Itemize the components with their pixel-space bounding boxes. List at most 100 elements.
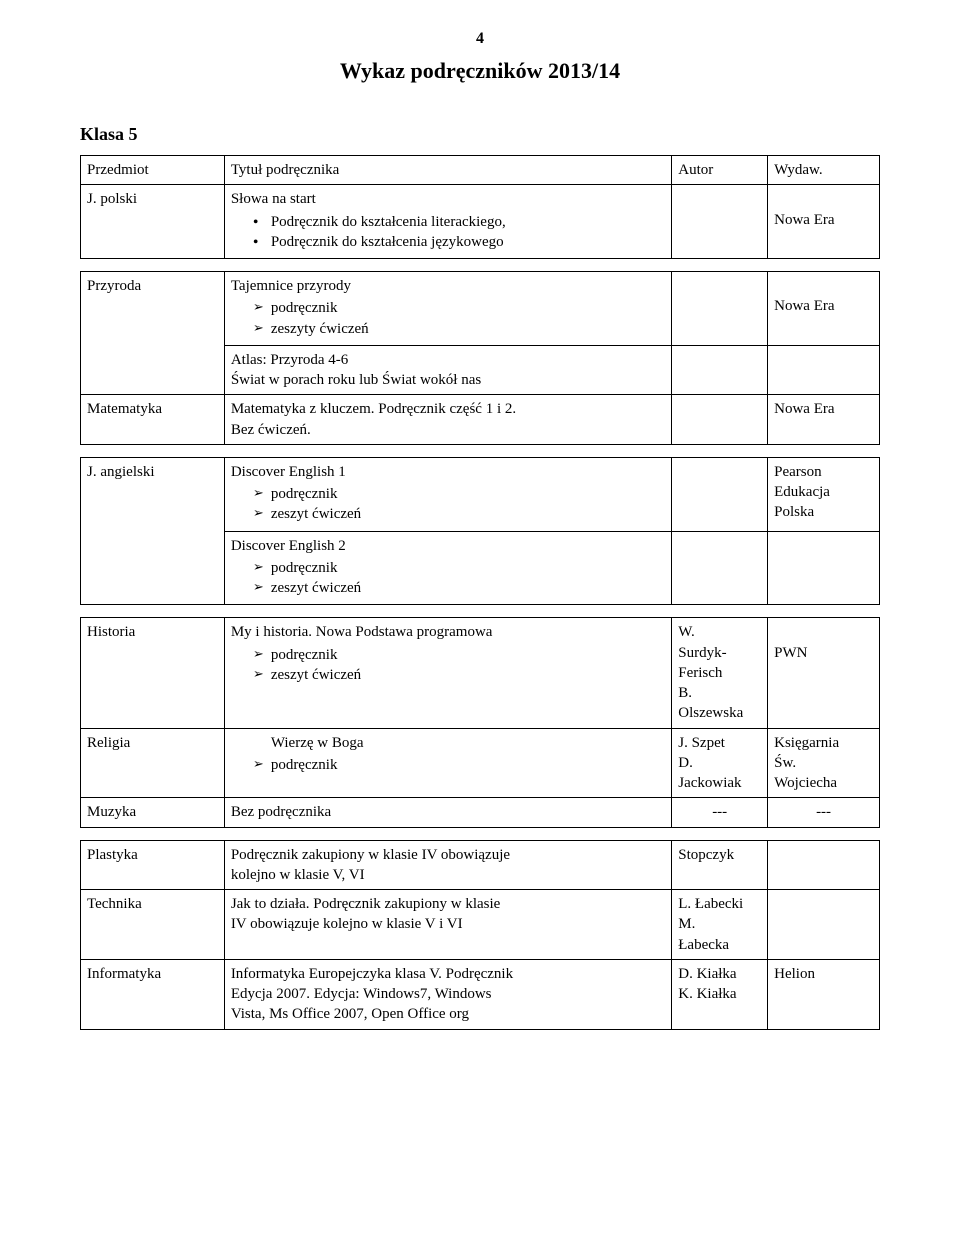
text: W.	[678, 624, 695, 640]
cell-author: D. Kiałka K. Kiałka	[672, 959, 768, 1029]
text: B.	[678, 685, 692, 701]
text: Edycja 2007. Edycja: Windows7, Windows	[231, 986, 492, 1002]
text: Matematyka z kluczem. Podręcznik część 1…	[231, 401, 516, 417]
cell-author: Stopczyk	[672, 840, 768, 890]
list-item: zeszyt ćwiczeń	[253, 504, 665, 524]
text: Edukacja	[774, 484, 830, 500]
text: Surdyk-	[678, 645, 726, 661]
text: D.	[678, 755, 693, 771]
text: Nowa Era	[774, 212, 834, 228]
cell-author	[672, 345, 768, 395]
text: Tajemnice przyrody	[231, 278, 351, 294]
cell-wyd	[768, 531, 880, 605]
row-technika: Technika Jak to działa. Podręcznik zakup…	[81, 890, 880, 960]
text: Księgarnia	[774, 735, 839, 751]
table-block-3: J. angielski Discover English 1 podręczn…	[80, 457, 880, 606]
page: 4 Wykaz podręczników 2013/14 Klasa 5 Prz…	[0, 0, 960, 1252]
text: Discover English 2	[231, 538, 346, 554]
text: Jackowiak	[678, 775, 741, 791]
text: IV obowiązuje kolejno w klasie V i VI	[231, 916, 463, 932]
text: L. Łabecki	[678, 896, 743, 912]
cell-label: Informatyka	[81, 959, 225, 1029]
row-jpolski: J. polski Słowa na start Podręcznik do k…	[81, 185, 880, 259]
cell-label: Plastyka	[81, 840, 225, 890]
cell-wyd: ---	[768, 798, 880, 827]
cell-author	[672, 395, 768, 445]
cell-body: Matematyka z kluczem. Podręcznik część 1…	[224, 395, 671, 445]
cell-label: Matematyka	[81, 395, 225, 445]
cell-wyd: Nowa Era	[768, 395, 880, 445]
cell-body: Wierzę w Boga podręcznik	[224, 728, 671, 798]
text: Informatyka Europejczyka klasa V. Podręc…	[231, 966, 513, 982]
list-item: zeszyty ćwiczeń	[253, 319, 665, 339]
list-item: zeszyt ćwiczeń	[253, 578, 665, 598]
cell-author	[672, 185, 768, 259]
cell-label: Historia	[81, 618, 225, 728]
table-block-1: Przedmiot Tytuł podręcznika Autor Wydaw.…	[80, 155, 880, 259]
list-item: podręcznik	[253, 558, 665, 578]
cell-author: L. Łabecki M. Łabecka	[672, 890, 768, 960]
text: Słowa na start	[231, 191, 316, 207]
cell-label: Przyroda	[81, 272, 225, 395]
cell-label: Religia	[81, 728, 225, 798]
bullet-list: Podręcznik do kształcenia literackiego, …	[253, 212, 665, 253]
text: J. Szpet	[678, 735, 725, 751]
cell-author	[672, 272, 768, 346]
cell-body: Atlas: Przyroda 4-6 Świat w porach roku …	[224, 345, 671, 395]
table-header-row: Przedmiot Tytuł podręcznika Autor Wydaw.	[81, 156, 880, 185]
text: Św.	[774, 755, 796, 771]
table-block-4: Historia My i historia. Nowa Podstawa pr…	[80, 617, 880, 827]
text: M.	[678, 916, 695, 932]
bullet-list: podręcznik zeszyt ćwiczeń	[253, 558, 665, 599]
cell-label: Muzyka	[81, 798, 225, 827]
row-plastyka: Plastyka Podręcznik zakupiony w klasie I…	[81, 840, 880, 890]
cell-author: W. Surdyk- Ferisch B. Olszewska	[672, 618, 768, 728]
text: Polska	[774, 504, 814, 520]
cell-label: J. polski	[81, 185, 225, 259]
row-muzyka: Muzyka Bez podręcznika --- ---	[81, 798, 880, 827]
row-informatyka: Informatyka Informatyka Europejczyka kla…	[81, 959, 880, 1029]
row-angielski: J. angielski Discover English 1 podręczn…	[81, 457, 880, 531]
row-religia: Religia Wierzę w Boga podręcznik J. Szpe…	[81, 728, 880, 798]
text: D. Kiałka	[678, 966, 736, 982]
table-block-2: Przyroda Tajemnice przyrody podręcznik z…	[80, 271, 880, 445]
cell-wyd	[768, 345, 880, 395]
text: K. Kiałka	[678, 986, 736, 1002]
text: Świat w porach roku lub Świat wokół nas	[231, 372, 481, 388]
text: Bez ćwiczeń.	[231, 422, 311, 438]
cell-author: ---	[672, 798, 768, 827]
cell-wyd: Nowa Era	[768, 185, 880, 259]
doc-title: Wykaz podręczników 2013/14	[80, 58, 880, 84]
text: kolejno w klasie V, VI	[231, 867, 365, 883]
cell-wyd	[768, 840, 880, 890]
cell-wyd	[768, 890, 880, 960]
cell-label: Technika	[81, 890, 225, 960]
list-item: Podręcznik do kształcenia językowego	[253, 232, 665, 252]
text: Discover English 1	[231, 464, 346, 480]
cell-body: Informatyka Europejczyka klasa V. Podręc…	[224, 959, 671, 1029]
cell-wyd: Helion	[768, 959, 880, 1029]
cell-wyd: Pearson Edukacja Polska	[768, 457, 880, 531]
header-col4: Wydaw.	[768, 156, 880, 185]
text: Podręcznik zakupiony w klasie IV obowiąz…	[231, 847, 510, 863]
text: Jak to działa. Podręcznik zakupiony w kl…	[231, 896, 501, 912]
table-block-5: Plastyka Podręcznik zakupiony w klasie I…	[80, 840, 880, 1030]
list-item: podręcznik	[253, 755, 665, 775]
list-item: podręcznik	[253, 645, 665, 665]
text: Olszewska	[678, 705, 743, 721]
text: PWN	[774, 645, 807, 661]
bullet-list: podręcznik	[253, 755, 665, 775]
cell-wyd: PWN	[768, 618, 880, 728]
cell-body: Discover English 2 podręcznik zeszyt ćwi…	[224, 531, 671, 605]
row-matematyka: Matematyka Matematyka z kluczem. Podręcz…	[81, 395, 880, 445]
cell-body: Słowa na start Podręcznik do kształcenia…	[224, 185, 671, 259]
cell-body: Jak to działa. Podręcznik zakupiony w kl…	[224, 890, 671, 960]
bullet-list: podręcznik zeszyt ćwiczeń	[253, 484, 665, 525]
text: Pearson	[774, 464, 822, 480]
text: Łabecka	[678, 937, 729, 953]
row-historia: Historia My i historia. Nowa Podstawa pr…	[81, 618, 880, 728]
cell-label: J. angielski	[81, 457, 225, 605]
text: Atlas: Przyroda 4-6	[231, 352, 348, 368]
text: My i historia. Nowa Podstawa programowa	[231, 624, 493, 640]
text: Vista, Ms Office 2007, Open Office org	[231, 1006, 469, 1022]
